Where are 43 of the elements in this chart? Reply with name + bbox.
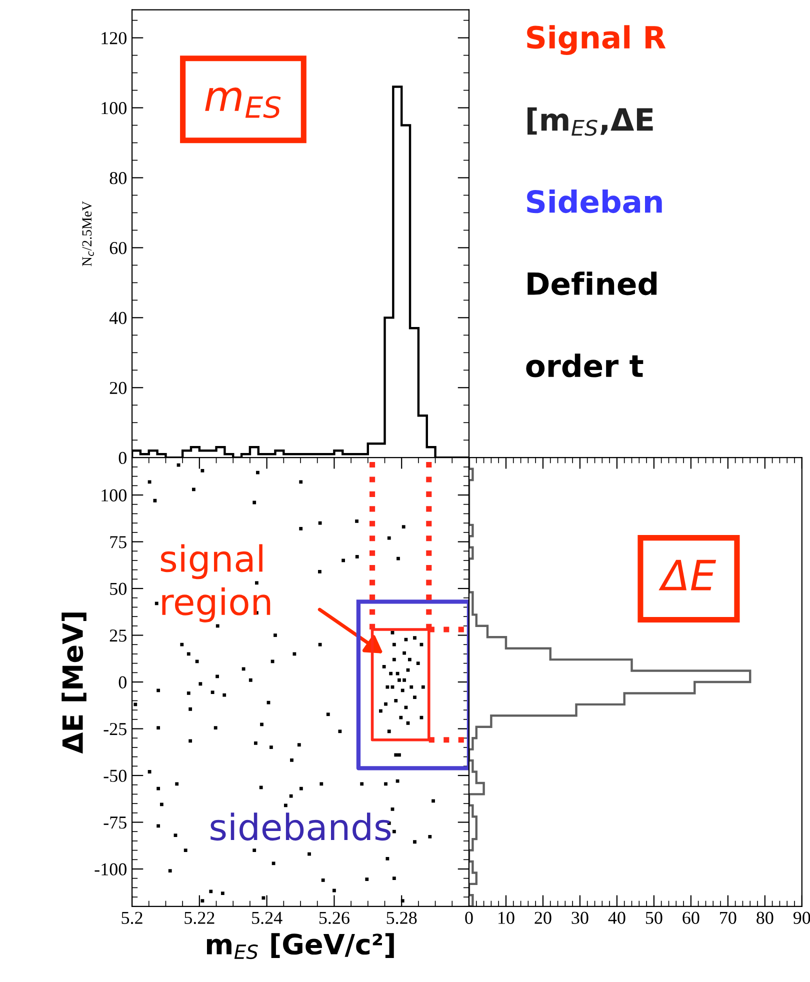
y-tick-label: 100 xyxy=(102,489,126,502)
y-axis-title: ΔE [MeV] xyxy=(62,612,86,754)
annotation: signal region xyxy=(160,544,270,622)
x-tick-label: 40 xyxy=(608,912,626,924)
y-tick-label: -25 xyxy=(104,723,126,736)
y-tick-label: 0 xyxy=(118,452,126,464)
x-tick-label: 20 xyxy=(534,912,552,924)
y-tick-label: -75 xyxy=(104,816,126,829)
y-tick-label: 20 xyxy=(110,382,126,394)
text: order t xyxy=(526,354,644,378)
y-tick-label: 120 xyxy=(102,32,126,44)
text: Sideban xyxy=(527,189,662,214)
y-tick-label: 100 xyxy=(102,102,126,114)
y-tick-label: 60 xyxy=(110,242,126,254)
x-tick-label: 90 xyxy=(793,912,810,924)
annotation: sidebands xyxy=(210,812,391,841)
annotation: m$_{ES}$ xyxy=(205,88,281,118)
x-tick-label: 5.2 xyxy=(122,912,142,924)
y-tick-label: 25 xyxy=(110,630,126,642)
x-tick-label: 30 xyxy=(572,912,588,924)
x-tick-label: 5.24 xyxy=(252,912,282,924)
x-tick-label: 80 xyxy=(756,912,774,924)
x-tick-label: 60 xyxy=(682,912,700,924)
y-axis-title: N$_{c}$/2.5MeV xyxy=(82,201,94,266)
y-tick-label: 50 xyxy=(110,582,126,595)
annotation: ΔE xyxy=(658,560,716,590)
text: Signal R xyxy=(527,25,666,55)
y-tick-label: -100 xyxy=(94,863,126,876)
x-axis-title: m$_{ES}$ [GeV/c²] xyxy=(206,933,394,960)
y-tick-label: -50 xyxy=(104,770,126,782)
y-tick-label: 40 xyxy=(109,312,126,324)
y-tick-label: 80 xyxy=(110,172,126,184)
x-tick-label: 5.22 xyxy=(184,912,214,924)
x-tick-label: 5.26 xyxy=(319,912,350,924)
x-tick-label: 5.28 xyxy=(386,912,417,924)
y-tick-label: 0 xyxy=(118,676,126,688)
x-tick-label: 0 xyxy=(465,912,473,924)
x-tick-label: 50 xyxy=(646,912,662,924)
text: [m$_{ES}$,ΔE xyxy=(528,107,653,136)
y-tick-label: 75 xyxy=(110,536,126,548)
x-tick-label: 10 xyxy=(498,912,514,924)
text: Defined xyxy=(528,272,657,296)
x-tick-label: 70 xyxy=(720,912,736,924)
